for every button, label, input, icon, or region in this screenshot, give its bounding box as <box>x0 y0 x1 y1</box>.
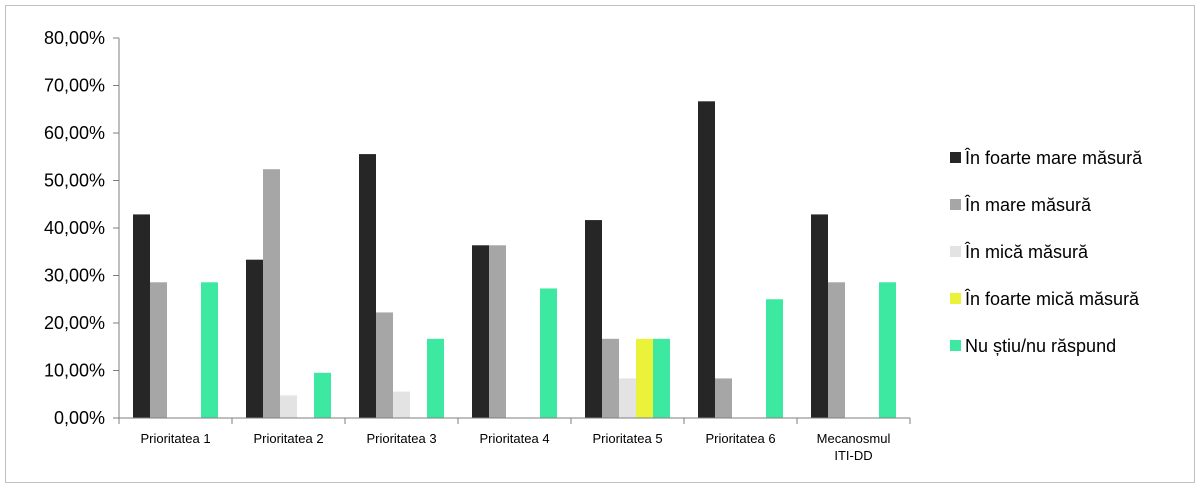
legend-label: În mare măsură <box>964 195 1092 215</box>
legend-swatch <box>950 152 961 163</box>
legend-label: În foarte mare măsură <box>964 148 1143 168</box>
legend-label: În foarte mică măsură <box>964 289 1140 309</box>
y-tick-label: 30,00% <box>44 266 105 286</box>
y-tick-labels: 0,00% 10,00% 20,00% 30,00% 40,00% 50,00% 60,00… <box>44 28 105 428</box>
x-category-label: Prioritatea 1 <box>140 431 210 446</box>
legend-swatch <box>950 340 961 351</box>
bar-7-series-5 <box>879 282 896 418</box>
x-category-line: Mecanosmul <box>817 431 891 446</box>
legend-swatch <box>950 199 961 210</box>
bar-5-series-3 <box>619 378 636 418</box>
y-tick-label: 50,00% <box>44 171 105 191</box>
x-category-line: Prioritatea 2 <box>253 431 323 446</box>
bar-1-series-1 <box>133 214 150 418</box>
axes-group <box>113 37 911 424</box>
y-tick-label: 60,00% <box>44 123 105 143</box>
bar-3-series-2 <box>376 312 393 418</box>
x-category-line: Prioritatea 3 <box>366 431 436 446</box>
x-category-label: Mecanosmul ITI-DD <box>817 431 891 463</box>
bar-5-series-2 <box>602 338 619 418</box>
bar-4-series-2 <box>489 245 506 418</box>
x-category-label: Prioritatea 6 <box>705 431 775 446</box>
y-tick-label: 10,00% <box>44 361 105 381</box>
bar-3-series-1 <box>359 154 376 418</box>
y-tick-label: 40,00% <box>44 218 105 238</box>
x-category-line: Prioritatea 6 <box>705 431 775 446</box>
bar-2-series-3 <box>280 395 297 418</box>
bar-5-series-4 <box>636 338 653 418</box>
bar-7-series-1 <box>811 214 828 418</box>
bar-4-series-1 <box>472 245 489 418</box>
legend-label: Nu știu/nu răspund <box>965 336 1116 356</box>
bar-6-series-5 <box>766 299 783 418</box>
bar-3-series-3 <box>393 391 410 418</box>
x-category-label: Prioritatea 5 <box>592 431 662 446</box>
x-category-line: Prioritatea 4 <box>479 431 549 446</box>
bar-6-series-2 <box>715 378 732 418</box>
legend: În foarte mare măsură În mare măsură În mi… <box>950 148 1143 356</box>
legend-label: În mică măsură <box>964 242 1089 262</box>
x-category-line: Prioritatea 5 <box>592 431 662 446</box>
y-tick-label: 0,00% <box>54 408 105 428</box>
y-tick-label: 20,00% <box>44 313 105 333</box>
bar-2-series-2 <box>263 169 280 418</box>
legend-swatch <box>950 293 961 304</box>
bar-3-series-5 <box>427 338 444 418</box>
bar-2-series-1 <box>246 259 263 418</box>
x-category-label: Prioritatea 3 <box>366 431 436 446</box>
x-category-label: Prioritatea 4 <box>479 431 549 446</box>
y-tick-label: 70,00% <box>44 76 105 96</box>
x-category-line: Prioritatea 1 <box>140 431 210 446</box>
bar-2-series-5 <box>314 372 331 418</box>
legend-swatch <box>950 246 961 257</box>
x-category-labels: Prioritatea 1 Prioritatea 2 Prioritatea 3 P… <box>140 431 890 463</box>
bar-4-series-5 <box>540 288 557 418</box>
bar-1-series-2 <box>150 282 167 418</box>
bar-7-series-2 <box>828 282 845 418</box>
bar-1-series-5 <box>201 282 218 418</box>
bar-6-series-1 <box>698 101 715 418</box>
bars-group <box>133 101 896 418</box>
x-category-label: Prioritatea 2 <box>253 431 323 446</box>
bar-5-series-5 <box>653 338 670 418</box>
bar-5-series-1 <box>585 220 602 418</box>
x-category-line: ITI-DD <box>834 448 872 463</box>
y-tick-label: 80,00% <box>44 28 105 48</box>
